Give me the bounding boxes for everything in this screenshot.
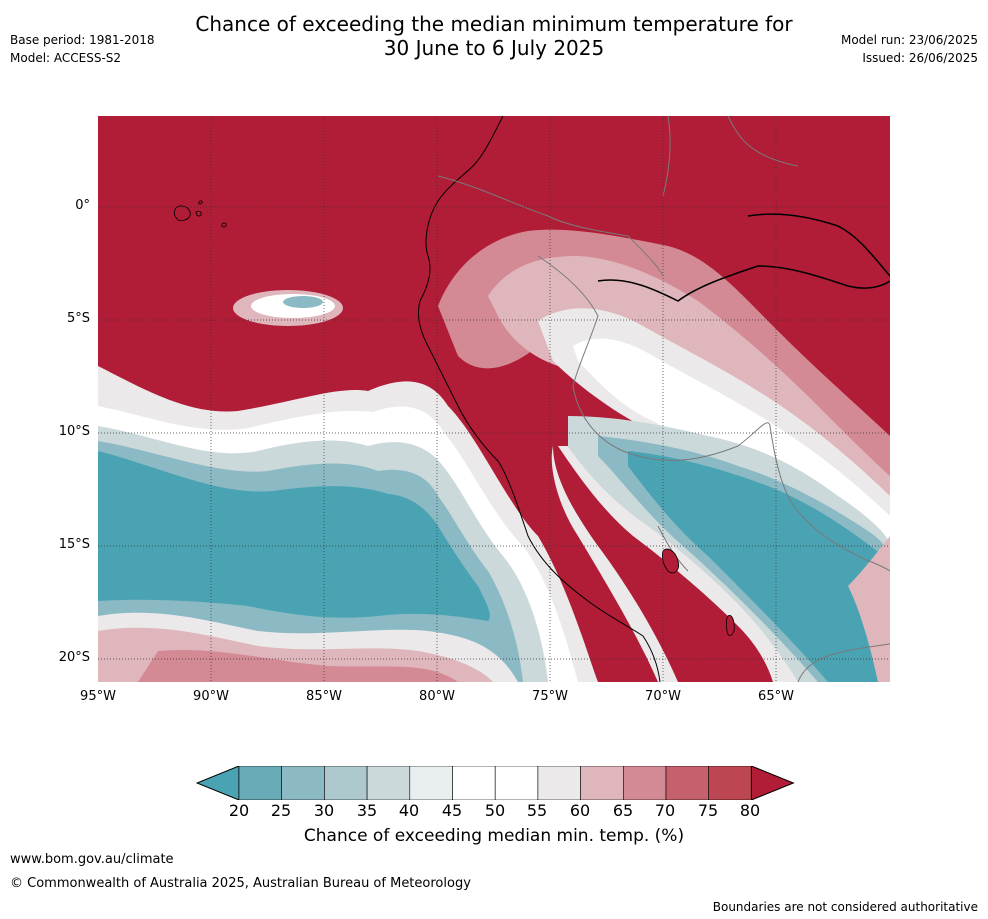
- colorbar-tick-70: 70: [654, 801, 676, 820]
- lon-label-95w: 95°W: [80, 689, 116, 704]
- colorbar-arrow-high: [750, 766, 795, 800]
- colorbar-cells: [196, 766, 795, 800]
- colorbar-tick-65: 65: [612, 801, 634, 820]
- colorbar-tick-20: 20: [228, 801, 250, 820]
- header-right: Model run: 23/06/2025 Issued: 26/06/2025: [841, 31, 978, 67]
- base-period-text: Base period: 1981-2018: [10, 33, 155, 47]
- colorbar-cell: [622, 766, 667, 800]
- probability-map: [98, 116, 890, 682]
- map-title: Chance of exceeding the median minimum t…: [0, 12, 988, 60]
- colorbar-tick-60: 60: [569, 801, 591, 820]
- lat-label-10s: 10°S: [58, 424, 90, 439]
- lon-label-85w: 85°W: [306, 689, 342, 704]
- footer-disclaimer: Boundaries are not considered authoritat…: [712, 900, 978, 914]
- lat-label-15s: 15°S: [58, 537, 90, 552]
- colorbar-cell: [708, 766, 752, 800]
- south-band-70: [138, 649, 458, 682]
- model-run-text: Model run: 23/06/2025: [840, 33, 978, 47]
- colorbar-cell: [409, 766, 453, 800]
- colorbar-cell: [452, 766, 496, 800]
- lon-label-80w: 80°W: [419, 689, 455, 704]
- colorbar-tick-80: 80: [739, 801, 761, 820]
- colorbar-arrow-low: [196, 766, 240, 800]
- colorbar-cell: [665, 766, 710, 800]
- lake-titicaca: [661, 548, 735, 636]
- coastline-north: [747, 213, 890, 277]
- colorbar: [196, 766, 795, 800]
- coastline: [417, 116, 661, 682]
- colorbar-tick-50: 50: [484, 801, 506, 820]
- galapagos-islands: [173, 200, 227, 228]
- title-line-1: Chance of exceeding the median minimum t…: [195, 12, 793, 36]
- gridlines: [98, 116, 890, 682]
- colorbar-tick-40: 40: [398, 801, 420, 820]
- coastline-amazon: [597, 265, 890, 302]
- colorbar-tick-55: 55: [526, 801, 548, 820]
- colorbar-tick-45: 45: [441, 801, 463, 820]
- lat-label-5s: 5°S: [66, 311, 90, 326]
- footer-website: www.bom.gov.au/climate: [10, 852, 174, 867]
- colorbar-cell: [366, 766, 411, 800]
- ocean-patch-blue: [283, 296, 323, 308]
- lon-label-65w: 65°W: [758, 689, 794, 704]
- lon-label-75w: 75°W: [532, 689, 568, 704]
- footer-copyright: © Commonwealth of Australia 2025, Austra…: [10, 876, 471, 891]
- colorbar-tick-25: 25: [270, 801, 292, 820]
- colorbar-label: Chance of exceeding median min. temp. (%…: [303, 826, 685, 846]
- lon-label-70w: 70°W: [645, 689, 681, 704]
- issued-text: Issued: 26/06/2025: [862, 51, 978, 65]
- colorbar-cell: [494, 766, 539, 800]
- colorbar-cell: [281, 766, 325, 800]
- title-line-2: 30 June to 6 July 2025: [383, 36, 605, 60]
- interior-band-20: [628, 451, 890, 682]
- colorbar-cell: [580, 766, 624, 800]
- lat-label-0: 0°: [75, 198, 90, 213]
- lon-label-90w: 90°W: [193, 689, 229, 704]
- ocean-band-20: [98, 451, 490, 621]
- colorbar-tick-30: 30: [313, 801, 335, 820]
- colorbar-cell: [537, 766, 581, 800]
- colorbar-tick-35: 35: [356, 801, 378, 820]
- colorbar-cell: [324, 766, 368, 800]
- colorbar-tick-75: 75: [697, 801, 719, 820]
- colorbar-cell: [238, 766, 283, 800]
- header-left: Base period: 1981-2018 Model: ACCESS-S2: [10, 31, 155, 67]
- lat-label-20s: 20°S: [58, 650, 90, 665]
- model-text: Model: ACCESS-S2: [10, 51, 122, 65]
